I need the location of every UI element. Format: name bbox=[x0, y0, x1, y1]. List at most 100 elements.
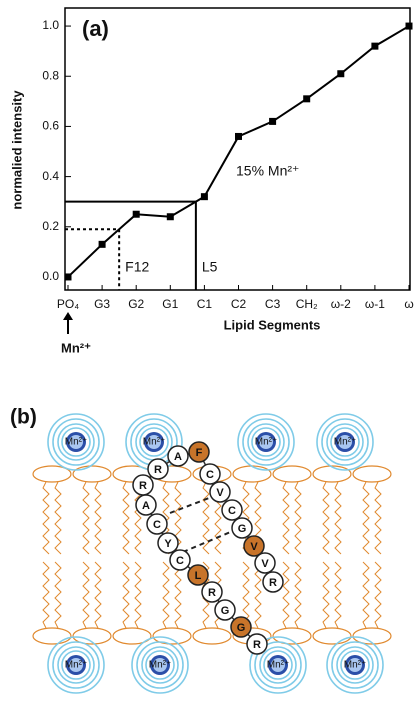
x-tick-label: ω-1 bbox=[365, 297, 385, 311]
residue bbox=[201, 581, 223, 603]
residue-label: C bbox=[228, 505, 236, 517]
x-axis-label: Lipid Segments bbox=[224, 317, 321, 332]
data-line bbox=[67, 25, 410, 278]
x-tick-label: G2 bbox=[128, 297, 144, 311]
data-point bbox=[337, 70, 345, 78]
ion-label: Mn²⁺ bbox=[344, 660, 367, 671]
residue bbox=[246, 633, 268, 655]
ion-glow bbox=[147, 435, 161, 449]
lipid-tail bbox=[322, 561, 330, 629]
lipid-tail bbox=[162, 561, 170, 629]
residue-label: C bbox=[153, 519, 161, 531]
data-point bbox=[303, 95, 311, 103]
ion-ring bbox=[316, 413, 374, 471]
lipid-tail bbox=[82, 561, 90, 629]
residue-label: Y bbox=[164, 538, 172, 550]
x-tick-label: ω bbox=[404, 297, 413, 311]
ion-ring bbox=[52, 641, 100, 689]
residue bbox=[231, 517, 253, 539]
ion-ring bbox=[330, 427, 360, 457]
y-tick-label: 0.2 bbox=[42, 219, 59, 233]
x-tick-label: C2 bbox=[231, 297, 247, 311]
ion-ring bbox=[61, 650, 91, 680]
lipid-head bbox=[152, 627, 192, 645]
ion-ring bbox=[57, 646, 95, 684]
residue bbox=[146, 513, 168, 535]
ion-ring bbox=[141, 646, 179, 684]
ions: Mn²⁺ Mn²⁺ Mn²⁺ Mn²⁺ Mn²⁺ Mn²⁺ Mn²⁺ Mn²⁺ bbox=[47, 413, 384, 694]
y-tick-label: 1.0 bbox=[42, 18, 59, 32]
ion-label: Mn²⁺ bbox=[267, 660, 290, 671]
ion-ring bbox=[47, 413, 105, 471]
plot-frame bbox=[64, 7, 411, 291]
lipid-tail bbox=[122, 561, 130, 629]
data-point bbox=[235, 132, 242, 140]
y-tick-label: 0.8 bbox=[42, 68, 59, 82]
ion-ring bbox=[263, 650, 293, 680]
lipid-head bbox=[272, 465, 312, 483]
ion-ring bbox=[57, 423, 95, 461]
lipid-tail bbox=[362, 561, 370, 629]
residue-label: G bbox=[238, 523, 247, 535]
residue-label: A bbox=[142, 500, 150, 512]
ion-ring bbox=[331, 641, 379, 689]
lipid-head bbox=[192, 627, 232, 645]
ion-ring bbox=[326, 636, 384, 694]
lipid-tail bbox=[174, 561, 182, 629]
lipid-tail bbox=[242, 561, 250, 629]
ion-glow bbox=[271, 658, 285, 672]
residue bbox=[230, 616, 252, 638]
lipid-tail bbox=[282, 561, 290, 629]
ion-ring bbox=[52, 418, 100, 466]
lipid-tail bbox=[122, 481, 130, 555]
h-bond bbox=[182, 527, 241, 553]
data-point bbox=[200, 193, 208, 201]
residue bbox=[188, 441, 210, 463]
lipid-tail bbox=[42, 481, 50, 555]
lipid-head bbox=[352, 627, 392, 645]
ion-label: Mn²⁺ bbox=[65, 437, 88, 448]
x-tick-label: PO₄ bbox=[57, 297, 79, 311]
lipid-head bbox=[72, 627, 112, 645]
lipid-tail bbox=[334, 561, 342, 629]
y-axis-label: normalied intensity bbox=[9, 90, 24, 210]
x-tick-label: CH₂ bbox=[296, 297, 318, 311]
ion-ring bbox=[131, 636, 189, 694]
series-label: 15% Mn²⁺ bbox=[236, 163, 299, 179]
lipid-tail bbox=[254, 561, 262, 629]
data-point bbox=[166, 213, 174, 221]
lipid-tail bbox=[374, 481, 382, 555]
ion-glow bbox=[259, 435, 273, 449]
lipid-tail bbox=[174, 481, 182, 555]
residue bbox=[243, 535, 265, 557]
residue bbox=[262, 571, 284, 593]
ion-label: Mn²⁺ bbox=[65, 660, 88, 671]
residue-label: R bbox=[269, 577, 277, 589]
residue bbox=[135, 494, 157, 516]
residue-label: R bbox=[139, 480, 147, 492]
lipid-head bbox=[112, 627, 152, 645]
ion-glow bbox=[69, 658, 83, 672]
residue bbox=[214, 599, 236, 621]
lipid-head bbox=[72, 465, 112, 483]
ion-ring bbox=[249, 636, 307, 694]
residue bbox=[254, 552, 276, 574]
residue bbox=[167, 445, 189, 467]
lipid-tail bbox=[294, 481, 302, 555]
residue bbox=[199, 463, 221, 485]
lipid-tail bbox=[54, 561, 62, 629]
residue bbox=[147, 458, 169, 480]
lipid-tail bbox=[54, 481, 62, 555]
residue-label: G bbox=[237, 622, 246, 634]
ion-ring bbox=[242, 418, 290, 466]
residue bbox=[209, 481, 231, 503]
residue-label: G bbox=[221, 605, 230, 617]
x-tick-label: G3 bbox=[94, 297, 110, 311]
lipid-tail bbox=[362, 481, 370, 555]
lipid-tail bbox=[94, 481, 102, 555]
ion-ring bbox=[321, 418, 369, 466]
lipid-tail bbox=[294, 561, 302, 629]
ion-glow bbox=[69, 435, 83, 449]
